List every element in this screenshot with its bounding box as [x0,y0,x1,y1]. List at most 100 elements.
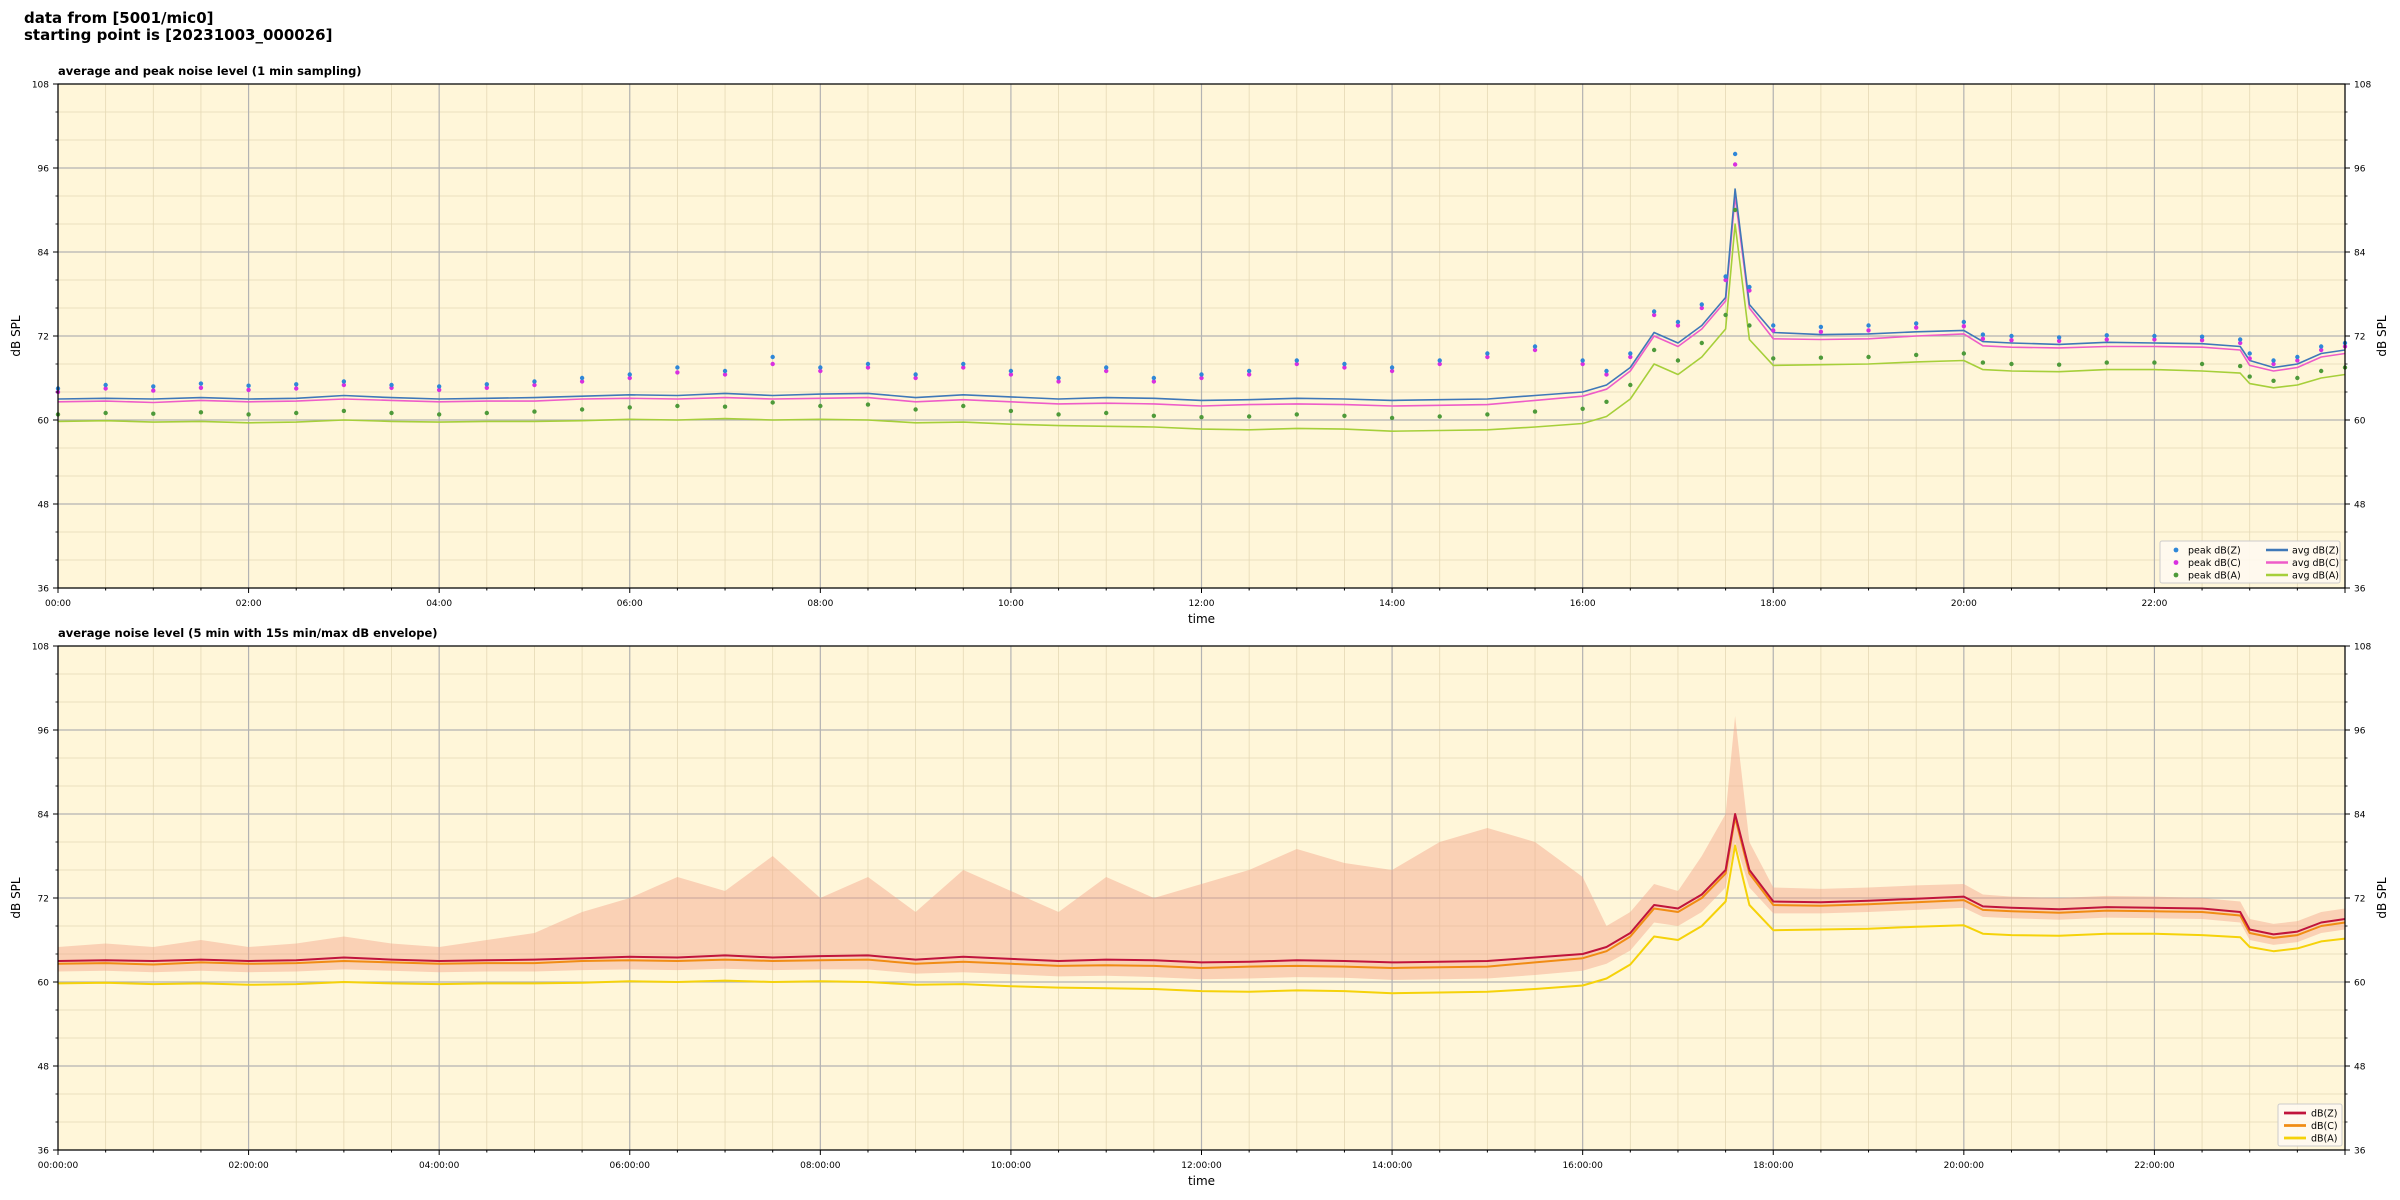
panel1-peak-db-a-point [913,407,918,412]
panel1-legend-label: avg dB(C) [2292,558,2339,569]
panel1-xlabel: time [1188,612,1215,626]
panel1-peak-db-c-point [484,385,490,390]
panel1-xtick-label: 08:00 [807,599,833,609]
panel1-peak-db-c-point [198,385,204,390]
panel1-ytick-label-right: 96 [2354,165,2366,175]
panel1-peak-db-z-point [1580,358,1585,363]
panel2-envelope-band [58,716,2345,980]
panel1-peak-db-a-point [1389,415,1395,421]
panel1-peak-db-z-point [2056,335,2062,340]
panel2-ytick-label-right: 36 [2354,1147,2366,1157]
panel1-peak-db-z-point [818,365,823,370]
panel1-peak-db-c-point [1246,372,1252,377]
panel2-ytick-label-left: 36 [38,1147,50,1157]
panel1-peak-db-a-point [1342,413,1347,418]
panel1-ytick-label-right: 60 [2354,417,2366,427]
panel1-peak-db-c-point [1961,324,1967,329]
panel1-peak-db-a-point [294,410,299,416]
panel1-peak-db-z-point [770,354,775,360]
panel2-xtick-label: 18:00:00 [1753,1161,1794,1171]
panel1-title: average and peak noise level (1 min samp… [58,64,362,78]
panel1-peak-db-a-point [1651,347,1657,353]
panel1-peak-db-z-point [1008,368,1014,374]
panel1-peak-db-z-point [722,368,728,374]
panel1-peak-db-z-point [151,384,156,389]
panel2-xlabel: time [1188,1174,1215,1188]
panel2-legend-label: dB(C) [2311,1121,2338,1132]
panel2-ytick-label-right: 60 [2354,979,2366,989]
panel1-peak-db-a-point [1532,409,1538,414]
panel2-db-a-line [57,844,2346,995]
panel1-peak-db-z-point [341,379,347,384]
panel1-xtick-label: 00:00 [45,599,71,609]
panel1-peak-db-c-point [1342,365,1347,370]
panel1-peak-db-c-point [341,382,347,388]
panel1-peak-db-z-point [2271,358,2276,363]
panel1-xtick-label: 16:00 [1570,599,1596,609]
panel1-peak-db-z-point [484,382,490,387]
panel2-ytick-label-left: 96 [38,727,50,737]
panel1-peak-db-z-point [246,383,251,388]
panel1-peak-db-c-point [2104,337,2109,342]
panel1-ytick-label-left: 96 [38,165,50,175]
panel1-xtick-label: 20:00 [1951,599,1977,609]
panel1-peak-db-c-point [961,365,966,370]
panel1-peak-db-c-point [1389,368,1395,374]
panel2-title: average noise level (5 min with 15s min/… [58,626,438,640]
header-start-line: starting point is [20231003_000026] [24,26,333,44]
panel1-peak-db-z-point [103,382,108,388]
panel1-peak-db-c-point [1294,361,1299,367]
panel2-ytick-label-left: 60 [38,979,50,989]
panel1-peak-db-a-point [2247,374,2252,379]
panel1-legend-label: peak dB(A) [2188,571,2241,582]
panel1-peak-db-a-point [1866,354,1871,360]
panel1-peak-db-a-point [2104,360,2109,365]
panel1-peak-db-z-point [1913,321,1919,326]
panel2-legend-box [2277,1103,2343,1147]
panel1-peak-db-a-point [2271,378,2276,383]
panel1-peak-db-a-point [1437,414,1442,419]
panel1-peak-db-c-point [294,386,299,391]
panel1-peak-db-c-point [1437,361,1442,367]
panel1-peak-db-a-point [246,412,251,417]
panel1-peak-db-a-point [1818,355,1824,360]
panel1-peak-db-z-point [1246,368,1252,374]
panel2-legend-label: dB(A) [2311,1134,2337,1145]
panel1-peak-db-z-point [1818,324,1824,330]
panel1-peak-db-a-point [1723,312,1728,318]
panel1-ytick-label-left: 84 [38,249,50,259]
panel1-peak-db-c-point [579,379,585,384]
panel1-peak-db-c-point [675,370,680,375]
panel1-ytick-label-right: 108 [2354,81,2371,91]
panel1-peak-db-a-point [341,408,347,414]
panel1-peak-db-z-point [1151,375,1157,381]
panel2-xtick-label: 00:00:00 [38,1161,79,1171]
panel1-peak-db-z-point [913,372,918,377]
panel1-peak-db-z-point [1699,302,1704,307]
panel1-ytick-label-right: 48 [2354,501,2366,511]
panel1-ytick-label-right: 84 [2354,249,2366,259]
panel1-peak-db-z-point [579,375,585,381]
panel1-avg-db-c-line [57,195,2346,407]
panel1-peak-db-c-point [2318,347,2324,353]
panel1-peak-db-c-point [1485,354,1490,360]
panel1-peak-db-a-point [1008,408,1014,414]
panel1-ytick-label-right: 36 [2354,585,2366,595]
panel1-peak-db-z-point [1747,284,1752,290]
panel1-peak-db-a-point [1246,414,1252,419]
panel2-ytick-label-right: 108 [2354,643,2371,653]
panel1-peak-db-z-point [1532,344,1538,349]
panel1-peak-db-a-point [1151,413,1157,418]
panel1-peak-db-c-point [1913,325,1919,330]
panel1-peak-db-z-point [198,381,204,386]
panel1-peak-db-c-point [627,375,632,381]
panel1-peak-db-z-point [1866,323,1871,328]
panel1-peak-db-c-point [2009,338,2014,343]
panel1-peak-db-z-point [294,382,299,387]
panel1-peak-db-a-point [1980,360,1986,365]
panel1-peak-db-a-point [2152,360,2157,365]
panel1-peak-db-a-point [2318,368,2324,374]
panel1-peak-db-z-point [436,384,442,389]
panel1-peak-db-z-point [961,361,966,367]
panel2-ytick-label-right: 84 [2354,811,2366,821]
